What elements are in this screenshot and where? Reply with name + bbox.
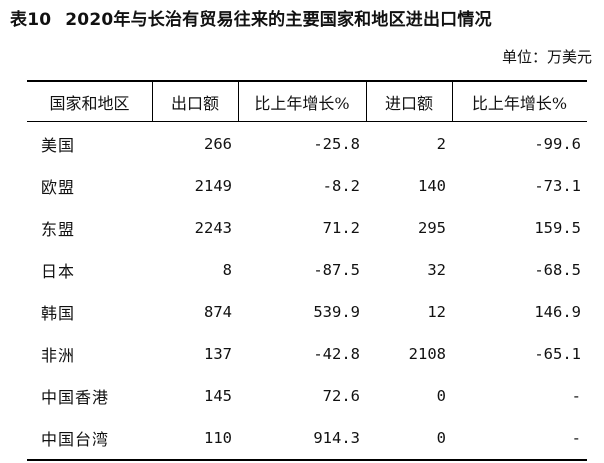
cell-export-growth: 72.6 (322, 387, 360, 405)
table-bottom-rule (27, 459, 587, 461)
cell-import: 295 (418, 219, 446, 237)
cell-import: 12 (427, 303, 446, 321)
cell-region: 美国 (41, 136, 76, 155)
table-title-text: 2020年与长治有贸易往来的主要国家和地区进出口情况 (65, 10, 492, 30)
table-top-rule (27, 80, 587, 82)
cell-import: 32 (427, 261, 446, 279)
cell-export-growth: -87.5 (313, 261, 360, 279)
cell-export-growth: -42.8 (313, 345, 360, 363)
table-body: 美国 266 -25.8 2 -99.6 欧盟 2149 -8.2 140 -73.1 东盟 2243… (27, 121, 587, 459)
cell-export-growth: 914.3 (313, 429, 360, 447)
table-header-row: 国家和地区 出口额 比上年增长% 进口额 比上年增长% (27, 82, 587, 121)
cell-import-growth: - (571, 387, 581, 405)
cell-region: 东盟 (41, 220, 76, 239)
cell-import: 140 (418, 177, 446, 195)
cell-export: 2149 (194, 177, 232, 195)
cell-region: 中国香港 (41, 388, 110, 407)
header-divider (366, 82, 367, 121)
cell-export: 2243 (194, 219, 232, 237)
header-divider (452, 82, 453, 121)
table-row: 韩国 874 539.9 12 146.9 (27, 291, 587, 333)
cell-import-growth: -99.6 (534, 135, 581, 153)
table-row: 非洲 137 -42.8 2108 -65.1 (27, 333, 587, 375)
column-header-export-growth: 比上年增长% (254, 93, 350, 113)
table-row: 东盟 2243 71.2 295 159.5 (27, 207, 587, 249)
cell-export: 266 (204, 135, 232, 153)
table-row: 美国 266 -25.8 2 -99.6 (27, 121, 587, 165)
trade-table: 国家和地区 出口额 比上年增长% 进口额 比上年增长% 美国 266 -25.8 2 -… (27, 82, 587, 459)
cell-export-growth: 539.9 (313, 303, 360, 321)
cell-region: 欧盟 (41, 178, 76, 197)
cell-export-growth: -25.8 (313, 135, 360, 153)
cell-export-growth: -8.2 (322, 177, 360, 195)
cell-export-growth: 71.2 (322, 219, 360, 237)
cell-export: 8 (222, 261, 232, 279)
table-row: 中国香港 145 72.6 0 - (27, 375, 587, 417)
cell-import: 0 (436, 429, 446, 447)
column-header-import-growth: 比上年增长% (471, 93, 568, 113)
table-row: 欧盟 2149 -8.2 140 -73.1 (27, 165, 587, 207)
cell-region: 日本 (41, 262, 76, 281)
table-row: 日本 8 -87.5 32 -68.5 (27, 249, 587, 291)
cell-region: 中国台湾 (41, 430, 110, 449)
table-title: 表10 2020年与长治有贸易往来的主要国家和地区进出口情况 (10, 5, 492, 30)
table-row: 中国台湾 110 914.3 0 - (27, 417, 587, 459)
cell-export: 145 (204, 387, 232, 405)
column-header-region: 国家和地区 (49, 93, 130, 113)
cell-export: 137 (204, 345, 232, 363)
cell-import: 2 (436, 135, 446, 153)
table-number: 表10 (10, 10, 52, 30)
cell-export: 110 (204, 429, 232, 447)
cell-import-growth: -73.1 (534, 177, 581, 195)
cell-import-growth: 159.5 (534, 219, 581, 237)
header-divider (152, 82, 153, 121)
header-divider (238, 82, 239, 121)
column-header-export: 出口额 (170, 93, 219, 113)
cell-import-growth: - (571, 429, 581, 447)
column-header-import: 进口额 (384, 93, 433, 113)
cell-region: 韩国 (41, 304, 76, 323)
cell-import: 2108 (408, 345, 446, 363)
cell-import-growth: 146.9 (534, 303, 581, 321)
cell-import: 0 (436, 387, 446, 405)
cell-region: 非洲 (41, 346, 76, 365)
cell-import-growth: -65.1 (534, 345, 581, 363)
cell-export: 874 (204, 303, 232, 321)
table-header-rule (27, 121, 587, 122)
unit-label: 单位：万美元 (501, 48, 592, 66)
cell-import-growth: -68.5 (534, 261, 581, 279)
